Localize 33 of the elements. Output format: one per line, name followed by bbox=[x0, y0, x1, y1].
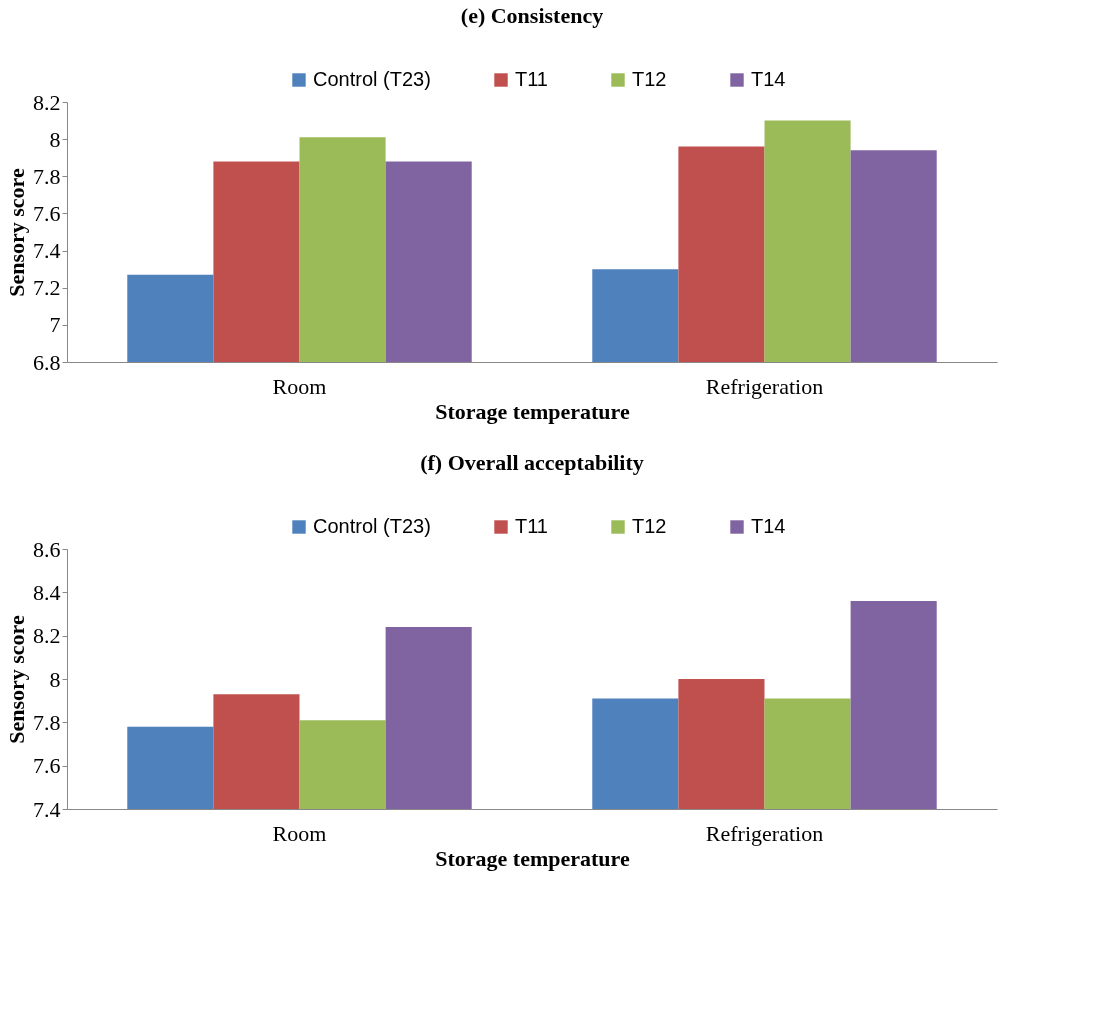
x-tick-label: Refrigeration bbox=[705, 373, 824, 399]
legend-label: T14 bbox=[751, 515, 786, 537]
legend-label: T11 bbox=[515, 515, 548, 537]
y-tick-label: 8 bbox=[49, 666, 61, 692]
y-tick-label: 6.8 bbox=[33, 349, 61, 375]
y-tick-label: 8.2 bbox=[33, 623, 61, 649]
y-tick-label: 8.6 bbox=[33, 536, 61, 562]
y-tick-label: 7.4 bbox=[33, 796, 61, 822]
x-axis-title: Storage temperature bbox=[435, 845, 630, 871]
chart-title: (f) Overall acceptability bbox=[420, 450, 644, 475]
y-tick-label: 7.8 bbox=[33, 709, 61, 735]
y-tick-label: 7 bbox=[49, 312, 61, 338]
y-tick-label: 7.6 bbox=[33, 753, 61, 779]
y-tick-label: 8.4 bbox=[33, 579, 61, 605]
y-tick-label: 7.4 bbox=[33, 238, 61, 264]
legend-label: Control (T23) bbox=[313, 68, 431, 90]
y-axis-title: Sensory score bbox=[4, 168, 29, 297]
x-tick-label: Refrigeration bbox=[705, 820, 824, 846]
y-tick-label: 7.8 bbox=[33, 163, 61, 189]
y-tick-label: 8 bbox=[49, 126, 61, 152]
x-tick-label: Room bbox=[272, 820, 327, 846]
x-tick-label: Room bbox=[272, 373, 327, 399]
legend-label: T12 bbox=[632, 68, 667, 90]
chart-title: (e) Consistency bbox=[460, 3, 604, 28]
legend-label: T14 bbox=[751, 68, 786, 90]
legend-label: Control (T23) bbox=[313, 515, 431, 537]
x-axis-title: Storage temperature bbox=[435, 398, 630, 424]
legend-label: T12 bbox=[632, 515, 667, 537]
y-tick-label: 7.6 bbox=[33, 200, 61, 226]
y-axis-title: Sensory score bbox=[4, 615, 29, 744]
y-tick-label: 8.2 bbox=[33, 89, 61, 115]
y-tick-label: 7.2 bbox=[33, 275, 61, 301]
legend-label: T11 bbox=[515, 68, 548, 90]
